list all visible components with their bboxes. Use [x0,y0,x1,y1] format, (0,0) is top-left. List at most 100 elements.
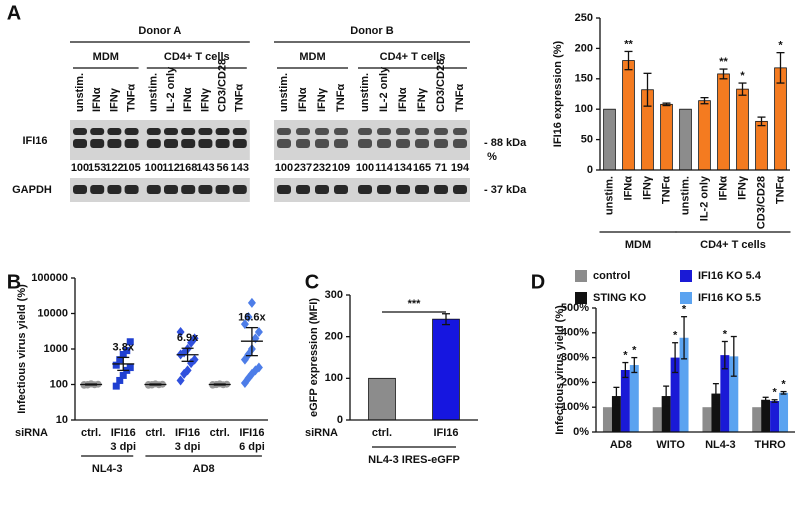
percent-label: 153 [88,162,106,174]
donor-label: Donor B [350,25,393,37]
band [296,128,310,135]
band [181,185,196,194]
panel-label: D [531,271,545,293]
point [116,356,124,364]
bar [761,399,771,432]
x-sublabel: 6 dpi [239,441,265,453]
point [119,350,127,358]
lane-label: IFNα [91,87,103,112]
y-tick-label: 400% [561,327,589,339]
point [190,333,199,344]
band [107,185,122,194]
y-tick-label: 10000 [37,307,68,319]
x-tick-label: unstim. [603,176,615,215]
bar [620,370,630,432]
x-tick-label: IFNγ [641,175,653,200]
bar [611,396,621,432]
bar [679,337,689,432]
fold-label: 16.6x [238,312,266,324]
lane-label: IFNγ [316,87,328,112]
bar [752,407,762,432]
bar [717,73,730,171]
band [164,139,178,148]
point [112,361,120,369]
y-axis-label: IFI16 expression (%) [552,40,564,147]
band [146,185,161,194]
y-tick-label: 10 [56,414,68,426]
bar [652,407,662,432]
y-axis-label: Infectious virus yield (%) [16,284,28,414]
band [277,139,291,148]
x-tick-label: TNFα [774,176,786,204]
y-tick-label: 200 [325,331,343,343]
band [164,185,178,194]
significance: * [772,387,777,399]
percent-label: 194 [451,162,470,174]
band [358,185,372,194]
legend-swatch [680,292,692,304]
bar [698,100,711,171]
percent-label: 237 [294,162,312,174]
band [453,128,467,135]
x-tick-label: IFI16 [433,427,458,439]
point [119,371,127,379]
point [176,327,185,338]
band [434,139,448,148]
band [453,185,467,194]
percent-label: 122 [105,162,123,174]
y-tick-label: 1000 [44,343,68,355]
legend-label: STING KO [593,292,647,304]
band [232,185,247,194]
percent-label: 109 [332,162,350,174]
band [146,139,161,148]
y-axis-label: eGFP expression (MFI) [308,298,320,417]
band-label: GAPDH [12,184,52,196]
band [90,185,105,194]
percent-label: 105 [122,162,140,174]
legend-swatch [575,270,587,282]
panel-label: C [305,271,319,293]
bar [661,396,671,432]
lane-label: TNFα [454,84,466,112]
band [415,139,429,148]
band [315,139,329,148]
band [396,185,410,194]
band [181,128,196,135]
band [215,185,230,194]
legend-label: IFI16 KO 5.5 [698,292,761,304]
band [277,185,291,194]
x-tick-label: TNFα [660,176,672,204]
band [453,139,467,148]
x-prefix: siRNA [15,427,48,439]
bar [603,108,616,171]
panel-label: A [7,2,21,24]
y-tick-label: 100 [575,103,593,115]
bar [755,120,768,171]
y-tick-label: 100 [50,378,68,390]
group-label: MDM [299,51,325,63]
significance: * [781,378,786,390]
percent-label: 112 [162,162,180,174]
significance: * [623,349,628,361]
bar [670,357,680,432]
significance: * [740,70,745,82]
band [215,139,230,148]
band [334,139,348,148]
lane-label: CD3/CD28 [435,59,447,112]
point [183,365,192,376]
band [358,128,372,135]
significance: * [778,40,783,52]
x-tick-label: unstim. [679,176,691,215]
percent-label: 168 [179,162,197,174]
band [277,128,291,135]
legend-label: IFI16 KO 5.4 [698,270,762,282]
x-tick-label: IFNγ [736,175,748,200]
band [73,185,87,194]
band [215,128,230,135]
significance: ** [624,38,633,50]
lane-label: IL-2 only [165,66,177,112]
bar [770,401,780,432]
significance: * [632,345,637,357]
y-tick-label: 200% [561,376,589,388]
